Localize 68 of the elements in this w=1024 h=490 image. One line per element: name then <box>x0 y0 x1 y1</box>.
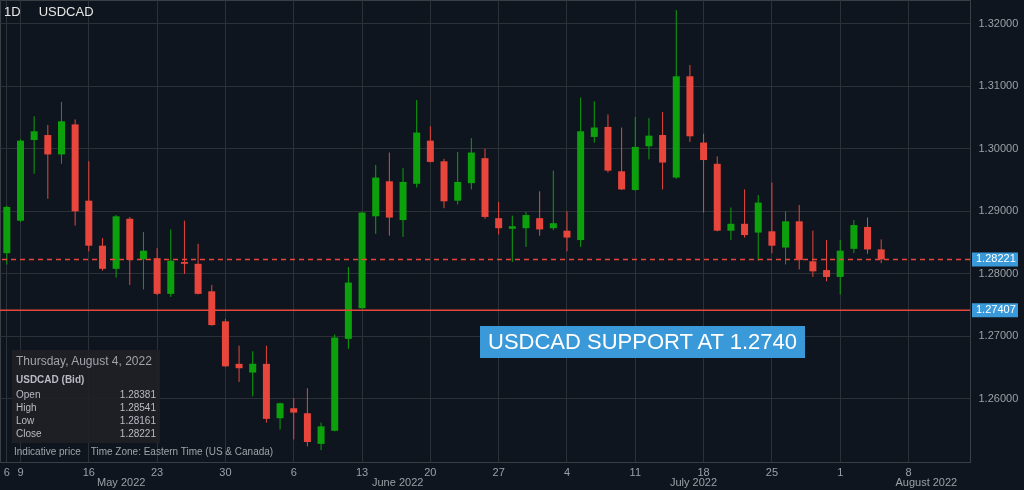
x-tick-label: 6 <box>290 465 297 478</box>
annotation: 1.28381 <box>119 389 156 400</box>
text: June 2022 <box>371 476 424 488</box>
candlestick <box>30 115 38 175</box>
candlestick <box>44 124 52 200</box>
candlestick <box>426 125 434 164</box>
candlestick <box>235 345 243 383</box>
annotation: 1.28541 <box>119 402 156 413</box>
candlestick <box>536 190 544 237</box>
y-tick-label: 1.29000 <box>978 204 1019 217</box>
candlestick <box>454 151 462 205</box>
x-tick-label: 18 <box>697 465 710 478</box>
annotation: USDCAD (Bid) <box>16 374 86 385</box>
candlestick <box>741 188 749 239</box>
candlestick <box>618 127 626 191</box>
x-tick-label: 6 <box>3 465 10 478</box>
x-tick-label: 27 <box>492 465 505 478</box>
x-tick-label: 30 <box>219 465 232 478</box>
y-tick-label: 1.31000 <box>978 79 1019 92</box>
annotation: Close <box>16 428 42 439</box>
x-tick-label: 13 <box>355 465 369 478</box>
x-tick-label: 16 <box>82 465 95 478</box>
candlestick <box>290 397 298 440</box>
candlestick <box>645 117 653 160</box>
annotation: 1.28161 <box>119 415 156 426</box>
y-tick-label: 1.26000 <box>978 391 1019 404</box>
candlestick <box>276 402 284 430</box>
x-tick-label: 20 <box>424 465 437 478</box>
annotation: High <box>16 402 37 413</box>
candlestick <box>522 211 530 248</box>
annotation: Indicative price <box>14 446 81 457</box>
annotation: USDCAD SUPPORT AT 1.2740 <box>480 326 805 358</box>
x-tick-label: 8 <box>905 465 912 478</box>
candlestick <box>508 215 516 263</box>
text: May 2022 <box>97 476 146 488</box>
candlestick <box>864 217 872 255</box>
candlestick <box>495 201 503 235</box>
candlestick <box>768 182 776 254</box>
ref-line-label: 1.27407 <box>976 303 1016 316</box>
x-tick-label: 4 <box>563 465 571 478</box>
candlestick <box>139 231 147 290</box>
y-tick-label: 1.27000 <box>978 329 1019 342</box>
y-tick-label: 1.30000 <box>978 141 1019 154</box>
text: August 2022 <box>895 476 958 488</box>
ref-line-label: 1.28221 <box>976 252 1016 265</box>
y-tick-label: 1.32000 <box>978 16 1019 29</box>
candlestick <box>549 170 557 231</box>
candlestick <box>590 100 598 144</box>
x-tick-label: 9 <box>17 465 24 478</box>
candlestick <box>317 422 325 451</box>
candlestick <box>850 219 858 254</box>
annotation: Time Zone: Eastern Time (US & Canada) <box>90 446 274 457</box>
x-tick-label: 23 <box>150 465 164 478</box>
text: July 2022 <box>670 476 718 488</box>
y-tick-label: 1.28000 <box>978 266 1019 279</box>
candlestick <box>563 210 571 252</box>
x-tick-label: 11 <box>629 465 641 478</box>
candlestick <box>727 207 735 241</box>
annotation: Low <box>16 415 35 426</box>
annotation: 1.28221 <box>119 428 156 439</box>
candlestick <box>249 350 257 397</box>
x-tick-label: 1 <box>837 465 844 478</box>
x-tick-label: 25 <box>765 465 779 478</box>
chart-title: USDCAD <box>38 4 94 19</box>
annotation: Thursday, August 4, 2022 <box>16 354 153 368</box>
annotation: 1D <box>4 4 21 19</box>
candlestick <box>700 133 708 214</box>
annotation: Open <box>16 389 41 400</box>
